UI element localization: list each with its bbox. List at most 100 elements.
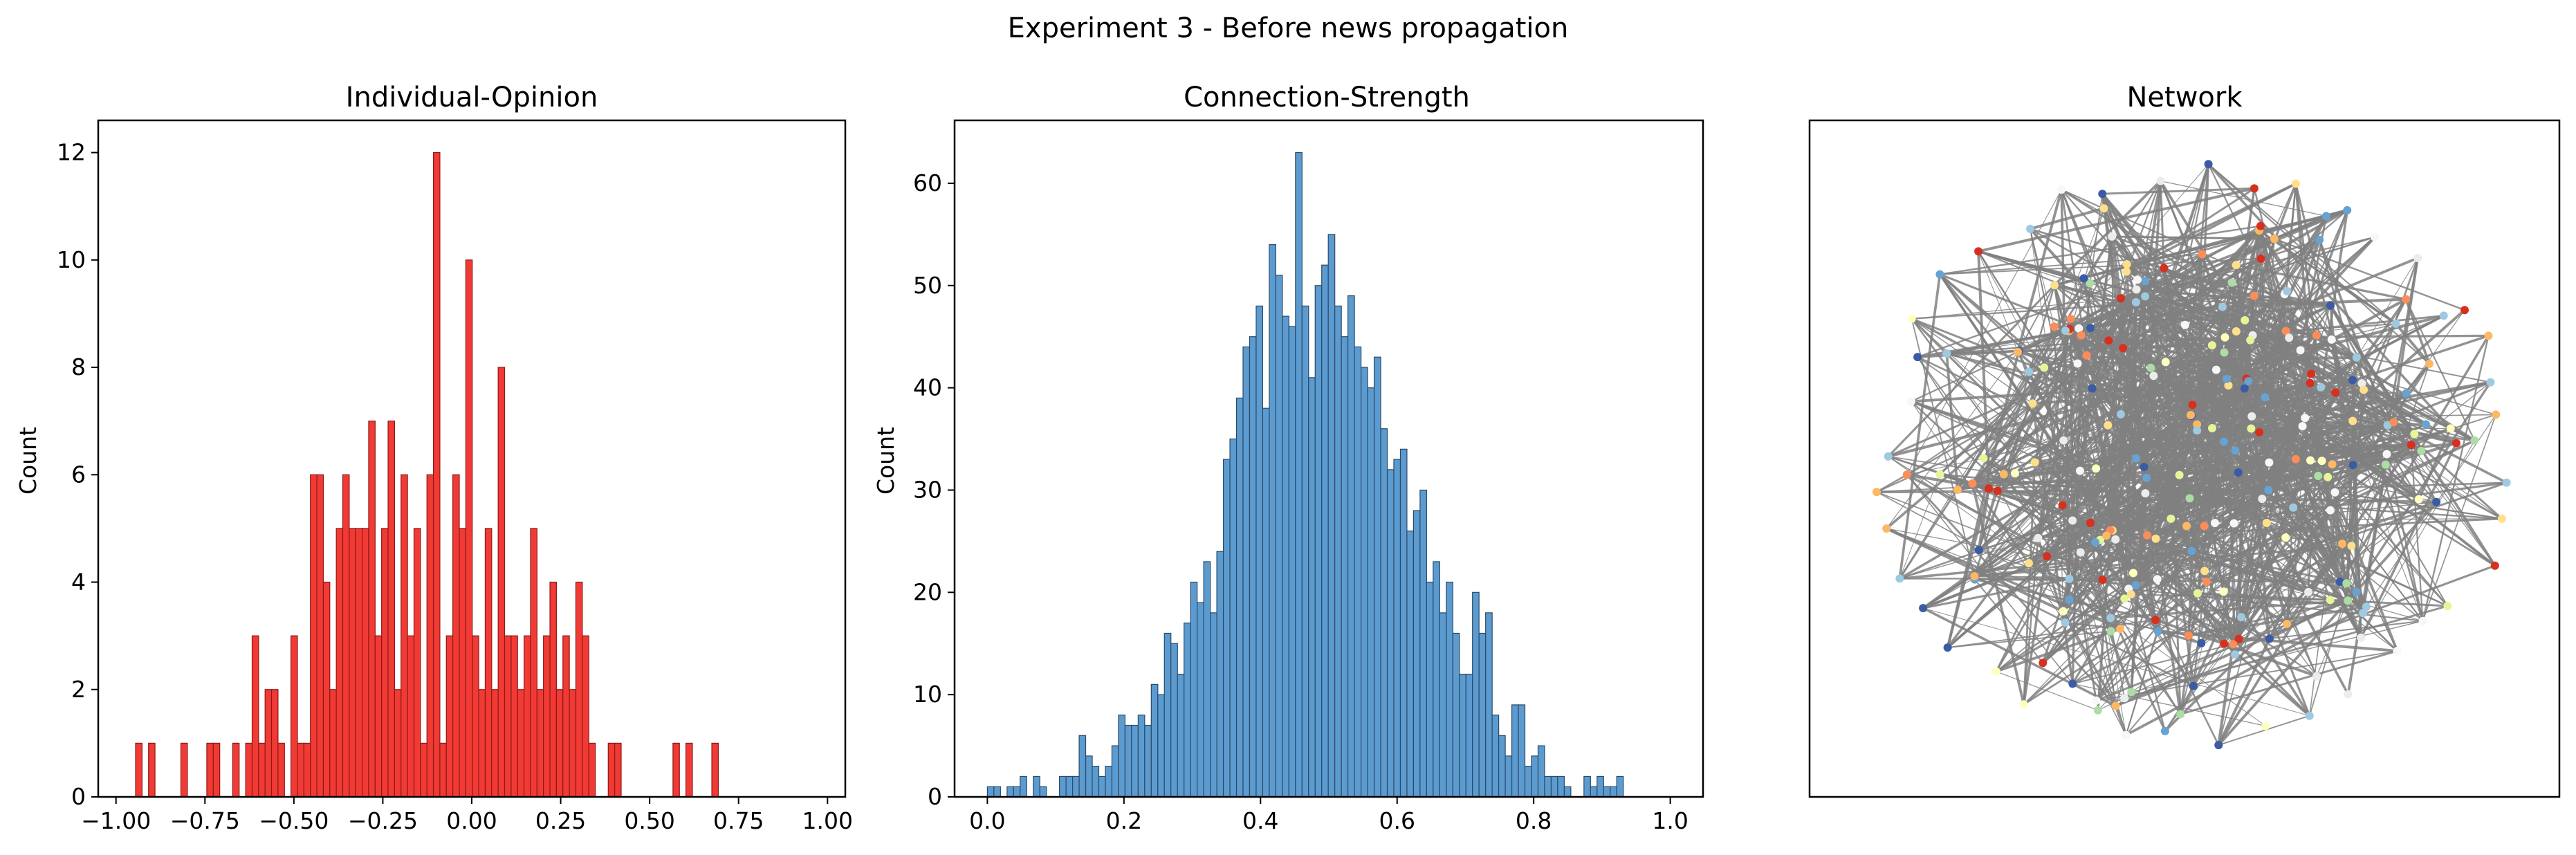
network-node xyxy=(2307,369,2316,378)
network-edge xyxy=(2269,498,2420,640)
network-edge xyxy=(2110,236,2149,479)
histogram-bar xyxy=(497,367,506,798)
network-edge xyxy=(2156,378,2248,580)
network-edge xyxy=(1978,250,2090,285)
network-node xyxy=(2357,379,2366,388)
histogram-bar xyxy=(232,742,240,798)
network-node xyxy=(2039,659,2048,668)
network-node xyxy=(2289,503,2298,512)
network-node xyxy=(2129,569,2137,578)
histogram-bar xyxy=(1478,632,1487,798)
network-node xyxy=(2187,546,2196,555)
network-edge xyxy=(2150,257,2418,369)
histogram-bar xyxy=(1197,602,1204,798)
network-edge xyxy=(2099,459,2311,541)
network-edge xyxy=(2192,403,2475,442)
network-edge xyxy=(2393,421,2503,520)
network-edge xyxy=(1906,189,2062,475)
network-node xyxy=(2492,410,2501,419)
network-edge xyxy=(1978,250,2225,645)
network-node xyxy=(2247,424,2256,433)
network-node xyxy=(2160,264,2169,273)
histogram-bar xyxy=(258,742,266,798)
x-tick-label: 0.6 xyxy=(1379,807,1415,834)
network-node xyxy=(2490,561,2499,570)
network-node xyxy=(2326,596,2335,605)
network-node xyxy=(2264,486,2273,495)
histogram-bar xyxy=(1131,724,1139,798)
network-node xyxy=(2314,472,2323,480)
network-edge xyxy=(2318,239,2424,622)
network-node xyxy=(2413,254,2422,262)
network-edge xyxy=(2125,631,2159,735)
network-node xyxy=(2498,514,2506,523)
network-node xyxy=(1991,667,2000,676)
network-node xyxy=(2141,489,2150,498)
histogram-bar xyxy=(588,742,596,798)
network-node xyxy=(2193,426,2202,435)
histogram-bar xyxy=(1563,786,1572,798)
network-edge xyxy=(2158,630,2202,645)
network-node xyxy=(2331,388,2340,397)
network-edge xyxy=(2144,421,2394,495)
histogram-bar xyxy=(459,528,466,798)
network-node xyxy=(2342,579,2351,588)
network-node xyxy=(2256,255,2265,263)
x-tick-label: 0.00 xyxy=(446,807,497,834)
histogram-bar xyxy=(1524,766,1532,798)
network-edge xyxy=(2218,715,2310,746)
network-node xyxy=(2061,618,2070,627)
network-edge xyxy=(1974,258,2262,580)
network-edge xyxy=(1945,353,1959,490)
network-edge xyxy=(1946,488,1990,648)
histogram-bar xyxy=(484,528,493,798)
x-tick-label: −0.75 xyxy=(170,807,240,834)
network-edge xyxy=(1940,225,2261,275)
histogram-bar xyxy=(1321,264,1329,798)
network-node xyxy=(2207,341,2216,350)
network-node xyxy=(2244,377,2253,386)
histogram-bar xyxy=(135,742,142,798)
network-node xyxy=(2470,436,2479,445)
network-node xyxy=(2414,495,2423,504)
x-tick-label: 0.8 xyxy=(1516,807,1552,834)
network-node xyxy=(2074,324,2083,333)
network-node xyxy=(2484,331,2493,340)
network-edge xyxy=(2366,414,2496,607)
y-axis-label-count: Count xyxy=(15,427,42,495)
network-node xyxy=(2117,410,2125,419)
histogram-bar xyxy=(555,689,564,798)
network-edge xyxy=(2226,378,2420,500)
network-edge xyxy=(2023,537,2039,705)
histogram-bar xyxy=(439,742,447,798)
network-edge xyxy=(1911,401,2126,600)
network-node xyxy=(2256,221,2265,230)
network-node xyxy=(2247,412,2256,421)
histogram-bar xyxy=(1295,151,1303,798)
network-edge xyxy=(1898,274,1942,579)
network-edge xyxy=(2330,393,2407,600)
network-edge xyxy=(1971,288,2137,484)
network-edge xyxy=(2411,444,2496,567)
histogram-bar xyxy=(1459,673,1466,798)
network-node xyxy=(2443,602,2452,610)
network-node xyxy=(2180,320,2189,329)
network-edge xyxy=(2106,298,2122,536)
histogram-bar xyxy=(322,581,331,798)
histogram-bar xyxy=(672,742,680,798)
network-edge xyxy=(2410,445,2424,621)
network-node xyxy=(2220,348,2229,357)
network-edge xyxy=(1899,474,1940,579)
network-node xyxy=(2043,552,2052,561)
x-tick-label: 0.25 xyxy=(535,807,586,834)
network-node xyxy=(2296,346,2305,355)
network-edge xyxy=(1978,251,2018,352)
network-node xyxy=(1968,479,1977,488)
network-node xyxy=(1985,484,1994,493)
network-node xyxy=(2131,297,2140,306)
panel-network: Network xyxy=(1808,82,2561,798)
network-node xyxy=(2188,401,2197,410)
network-node xyxy=(1999,470,2008,479)
network-edge xyxy=(2232,509,2332,645)
network-edge xyxy=(2126,187,2255,273)
